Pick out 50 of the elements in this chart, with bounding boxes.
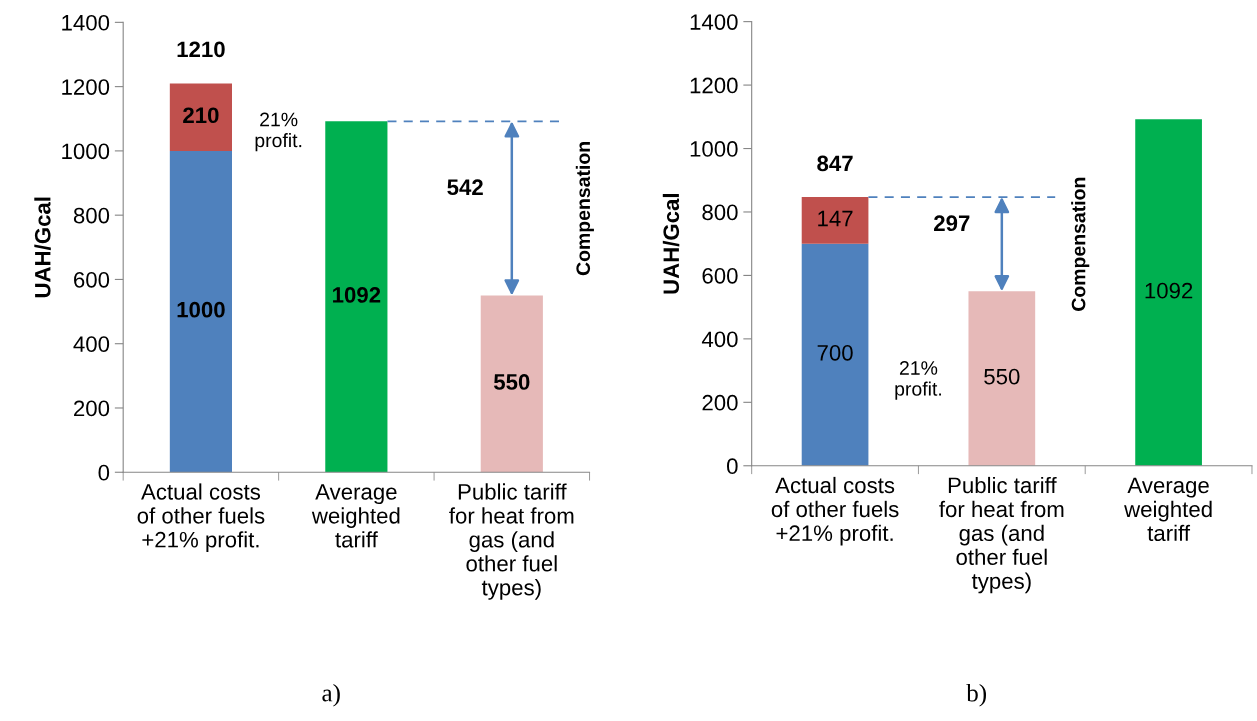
x-tick-label: Actual costs of other fuels +21% profit. — [771, 476, 899, 546]
bar — [480, 295, 543, 473]
y-axis-title: UAH/Gcal — [662, 194, 680, 294]
data-label: 550 — [493, 374, 530, 390]
y-tick-label: 200 — [702, 394, 738, 411]
text: a) — [322, 683, 340, 707]
y-tick-label: 600 — [702, 267, 738, 284]
y-axis-title: UAH/Gcal — [34, 197, 51, 298]
y-tick-label: 800 — [702, 204, 738, 221]
bar — [169, 150, 232, 473]
annotation: Compensation — [1071, 177, 1090, 311]
annotation: Compensation — [575, 142, 594, 276]
y-tick-label: 1400 — [690, 14, 738, 30]
annotation: 21% profit. — [255, 112, 302, 152]
x-tick-label: Average weighted tariff — [311, 484, 400, 548]
y-tick-label: 1400 — [62, 14, 110, 31]
data-label: 210 — [183, 107, 219, 124]
annotation: 21% profit. — [895, 361, 941, 400]
y-tick-label: 1200 — [62, 79, 110, 95]
y-tick-label: 400 — [701, 331, 738, 348]
data-label: 550 — [984, 368, 1020, 385]
y-tick-label: 0 — [727, 458, 738, 475]
y-tick-label: 600 — [74, 271, 110, 288]
y-tick-label: 1000 — [62, 143, 110, 160]
x-tick-label: Public tariff for heat from gas (and other fuel types) — [939, 476, 1064, 594]
data-label: 1000 — [177, 301, 225, 318]
bar — [968, 291, 1036, 466]
x-tick-label: Average weighted tariff — [1124, 477, 1212, 542]
y-tick-label: 1200 — [690, 77, 738, 94]
y-tick-label: 1000 — [690, 141, 738, 157]
total-label: 1210 — [177, 41, 225, 58]
annotation: 542 — [447, 179, 483, 196]
data-label: 147 — [818, 210, 853, 227]
data-label: 1092 — [333, 287, 381, 303]
bar — [801, 243, 869, 466]
text: b) — [966, 683, 986, 707]
bar — [169, 83, 232, 151]
total-label: 847 — [817, 155, 853, 172]
annotation: 297 — [934, 215, 970, 232]
data-label: 700 — [817, 344, 853, 361]
bar — [1135, 119, 1202, 466]
y-tick-label: 400 — [73, 336, 110, 352]
y-tick-label: 200 — [74, 400, 110, 417]
bar — [801, 197, 869, 244]
bar — [325, 121, 388, 473]
y-tick-label: 800 — [73, 207, 110, 224]
x-tick-label: Public tariff for heat from gas (and other fuel types) — [449, 483, 574, 600]
y-tick-label: 0 — [98, 464, 110, 481]
data-label: 1092 — [1145, 282, 1193, 299]
x-tick-label: Actual costs of other fuels +21% profit. — [137, 483, 265, 552]
